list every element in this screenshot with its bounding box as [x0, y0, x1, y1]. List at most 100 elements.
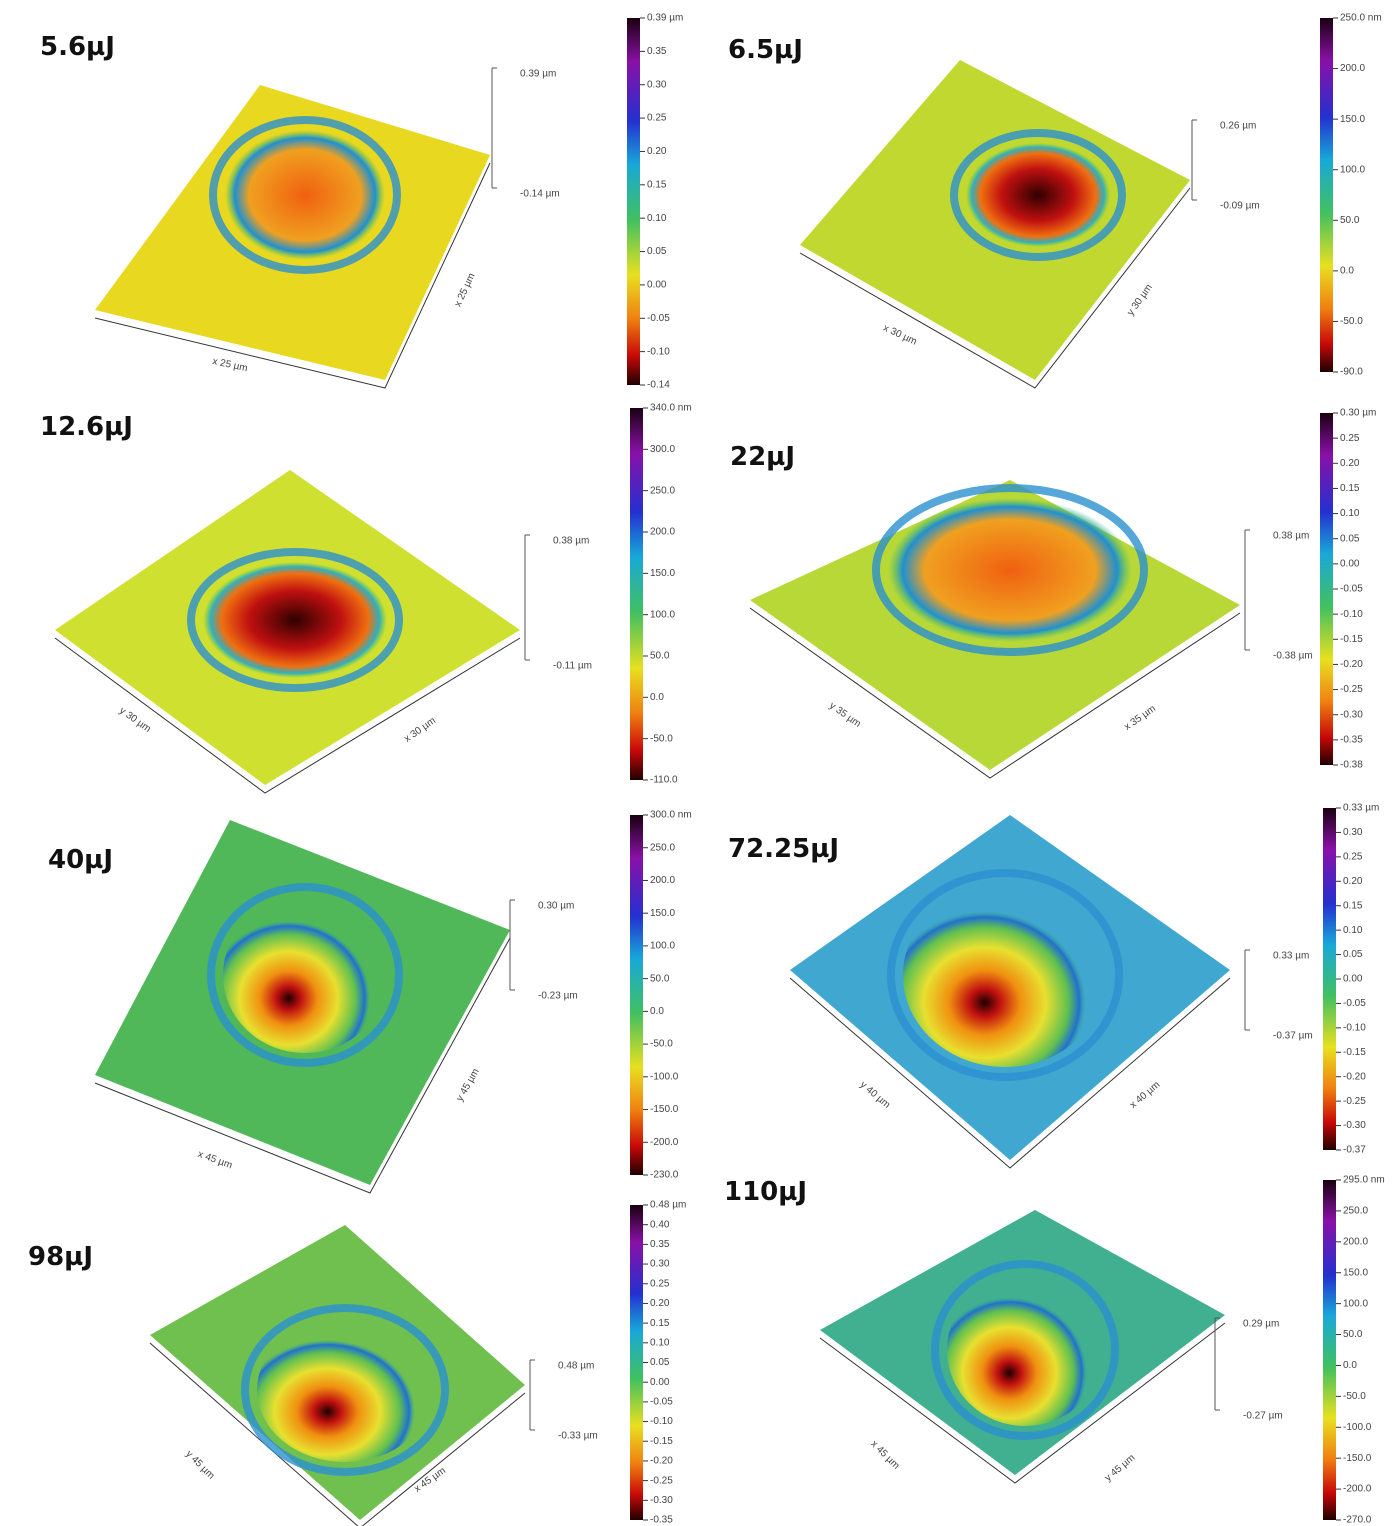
colorbar-label: -150.0	[1343, 1453, 1372, 1464]
colorbar-label: 50.0	[650, 973, 670, 984]
crater	[257, 1318, 433, 1462]
colorbar-label: -0.05	[1343, 998, 1366, 1009]
z-bottom-label: -0.37 µm	[1273, 1031, 1313, 1042]
panel: 110µJ 0.29 µm -0.27 µm x 45 µm y 45 µm 295.0 …	[724, 1175, 1385, 1526]
colorbar-label: -0.20	[1343, 1071, 1366, 1082]
colorbar	[627, 18, 640, 385]
surface-edge	[749, 607, 1241, 779]
crater-rim	[209, 116, 401, 274]
colorbar-label: -50.0	[650, 733, 673, 744]
colorbar-label: 0.15	[650, 1318, 670, 1329]
colorbar-label: -0.37	[1343, 1145, 1366, 1156]
colorbar	[630, 408, 643, 780]
colorbar-label: 250.0 nm	[1340, 13, 1382, 24]
axis-a-label: y 40 µm	[858, 1079, 892, 1110]
colorbar-label: 0.0	[1340, 265, 1354, 276]
surface-edge	[149, 1342, 526, 1526]
colorbar-label: 0.15	[1343, 900, 1363, 911]
crater-rim	[241, 1304, 449, 1476]
colorbar-label: -110.0	[650, 775, 678, 786]
colorbar-label: 0.15	[1340, 483, 1360, 494]
colorbar-label: 0.40	[650, 1219, 670, 1230]
axis-a-label: x 45 µm	[196, 1149, 233, 1172]
surface-edge	[819, 1322, 1226, 1484]
z-top-label: 0.38 µm	[1273, 531, 1309, 542]
colorbar-label: -50.0	[1343, 1391, 1366, 1402]
crater	[947, 1274, 1103, 1426]
crater-rim	[872, 484, 1148, 656]
axis-b-label: x 25 µm	[453, 272, 478, 309]
colorbar-label: -0.30	[1343, 1120, 1366, 1131]
colorbar-label: -230.0	[650, 1170, 679, 1181]
z-bottom-label: -0.11 µm	[553, 661, 592, 672]
colorbar-label: -0.38	[1340, 760, 1363, 771]
axis-b-label: y 45 µm	[1103, 1452, 1137, 1483]
panel-label: 12.6µJ	[40, 412, 133, 442]
colorbar-label: 0.00	[650, 1377, 670, 1388]
panel-label: 40µJ	[48, 845, 113, 875]
crater-rim	[187, 548, 403, 692]
panel-label: 5.6µJ	[40, 32, 115, 62]
colorbar-label: 0.30 µm	[1340, 408, 1376, 419]
colorbar-label: 0.10	[1343, 925, 1363, 936]
crater-rim	[931, 1260, 1119, 1440]
colorbar-label: -50.0	[650, 1039, 673, 1050]
colorbar-label: -0.05	[647, 313, 670, 324]
colorbar-label: -0.30	[650, 1495, 673, 1506]
axis-b-label: y 45 µm	[454, 1067, 481, 1103]
colorbar-label: 0.05	[1343, 949, 1363, 960]
crater-rim	[207, 883, 403, 1067]
colorbar-label: 100.0	[650, 609, 675, 620]
z-bottom-label: -0.38 µm	[1273, 651, 1313, 662]
panel: 6.5µJ 0.26 µm -0.09 µm x 30 µm y 30 µm 250.0 …	[728, 13, 1382, 389]
z-top-label: 0.39 µm	[520, 69, 556, 80]
axis-a-label: x 25 µm	[211, 356, 248, 374]
colorbar-label: 150.0	[650, 568, 675, 579]
surface-edge	[789, 977, 1231, 1169]
colorbar-label: 0.20	[1343, 876, 1363, 887]
crater	[888, 498, 1132, 642]
z-bottom-label: -0.23 µm	[538, 991, 578, 1002]
colorbar-label: 50.0	[1343, 1329, 1363, 1340]
colorbar-label: 0.30	[647, 79, 667, 90]
colorbar-label: -270.0	[1343, 1515, 1372, 1526]
colorbar	[1320, 18, 1333, 372]
colorbar	[630, 1205, 643, 1520]
z-top-label: 0.33 µm	[1273, 951, 1309, 962]
colorbar-label: -0.25	[650, 1475, 673, 1486]
colorbar-label: -0.15	[650, 1436, 673, 1447]
colorbar-label: -90.0	[1340, 367, 1363, 378]
colorbar-label: 0.05	[650, 1357, 670, 1368]
colorbar-label: -0.10	[650, 1416, 673, 1427]
colorbar-label: 0.48 µm	[650, 1200, 686, 1211]
panel-label: 22µJ	[730, 442, 795, 472]
panel: 12.6µJ 0.38 µm -0.11 µm y 30 µm x 30 µm 340.0…	[40, 403, 692, 794]
surface-edge	[799, 187, 1191, 389]
surface-edge	[94, 162, 491, 389]
colorbar-label: 0.20	[647, 146, 667, 157]
colorbar-label: 340.0 nm	[650, 403, 692, 414]
panel-label: 110µJ	[724, 1177, 807, 1207]
z-bottom-label: -0.14 µm	[520, 189, 560, 200]
colorbar-label: 0.00	[1340, 558, 1360, 569]
colorbar-label: -0.35	[650, 1515, 673, 1526]
axis-b-label: x 40 µm	[1128, 1079, 1162, 1110]
colorbar-label: -0.14	[647, 380, 670, 391]
colorbar-label: 50.0	[650, 651, 670, 662]
colorbar-label: 0.25	[650, 1278, 670, 1289]
colorbar-label: 0.20	[650, 1298, 670, 1309]
colorbar-label: 100.0	[1343, 1298, 1368, 1309]
colorbar-label: 0.0	[1343, 1360, 1357, 1371]
colorbar-label: -0.05	[650, 1397, 673, 1408]
colorbar-label: 0.10	[1340, 508, 1360, 519]
colorbar-label: 200.0	[650, 527, 675, 538]
colorbar-label: 250.0	[1343, 1206, 1368, 1217]
colorbar	[1323, 808, 1336, 1150]
colorbar-label: 50.0	[1340, 215, 1360, 226]
crater	[225, 130, 385, 260]
crater	[203, 562, 387, 678]
colorbar-label: -0.20	[1340, 659, 1363, 670]
axis-b-label: x 35 µm	[1122, 703, 1158, 733]
